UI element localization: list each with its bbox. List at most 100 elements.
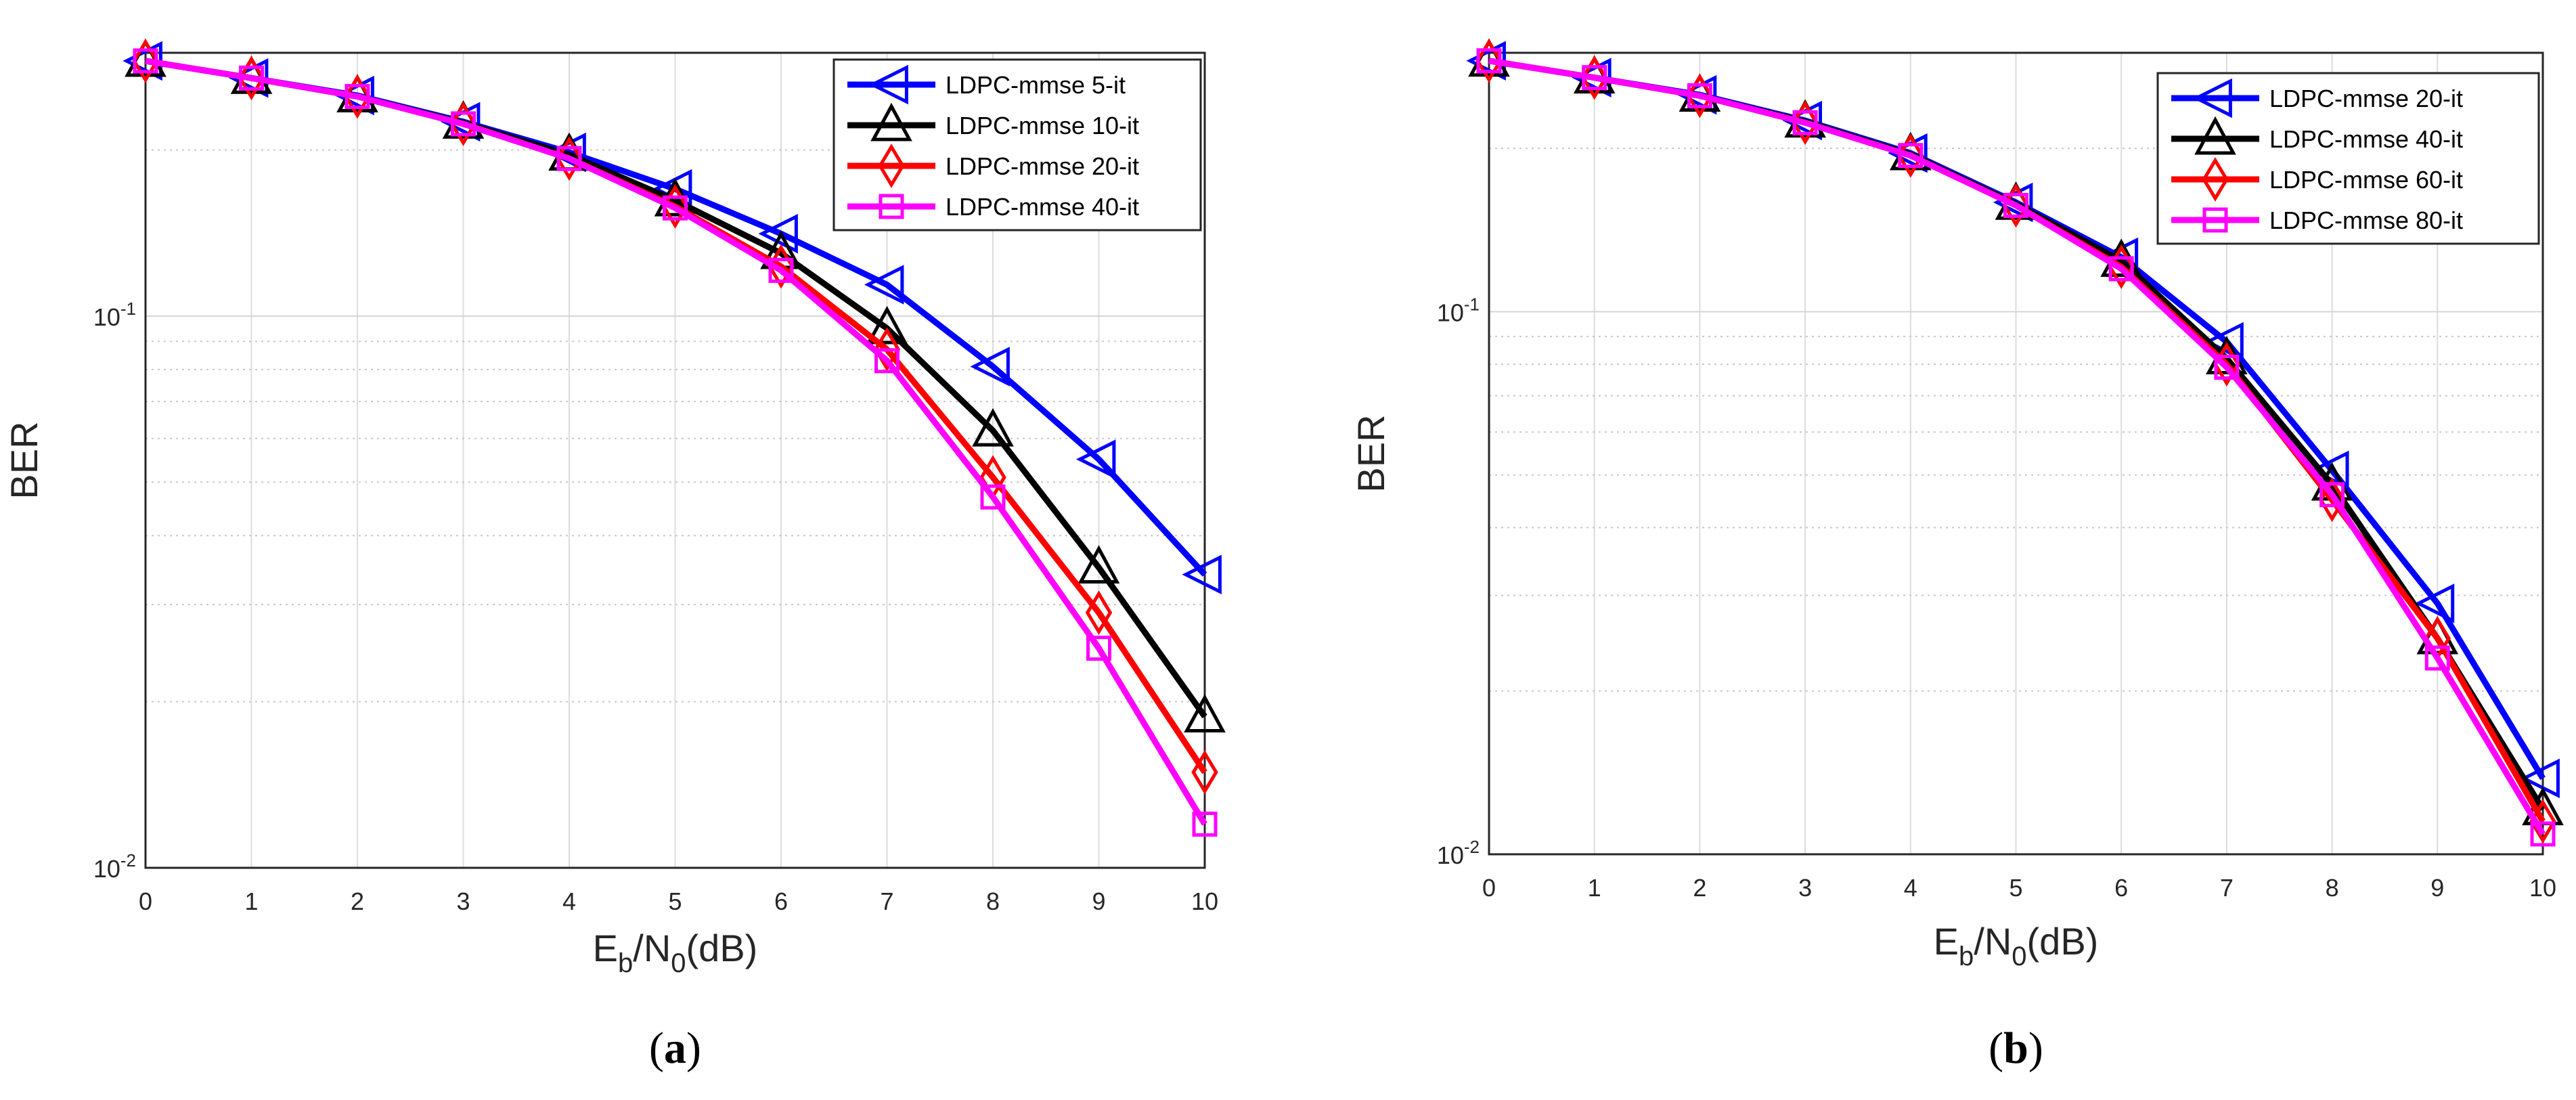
data-point xyxy=(238,56,265,101)
data-point xyxy=(556,146,582,171)
legend-marker xyxy=(2192,78,2232,118)
data-point xyxy=(344,74,371,119)
legend-marker xyxy=(870,102,912,141)
x-tick-label: 10 xyxy=(1191,887,1218,915)
data-point xyxy=(980,484,1006,510)
legend-label: LDPC-mmse 20-it xyxy=(946,152,1139,180)
data-point xyxy=(451,111,476,137)
x-tick-label: 1 xyxy=(1588,874,1601,902)
data-point xyxy=(1687,83,1712,108)
series-4 xyxy=(1476,48,2556,847)
y-axis-label: BER xyxy=(1350,414,1392,492)
legend-box xyxy=(2156,72,2540,245)
x-tick-label: 4 xyxy=(562,887,576,915)
data-point xyxy=(1476,48,1502,74)
x-tick-label: 8 xyxy=(986,887,1000,915)
panel-caption: (a) xyxy=(649,1024,701,1073)
x-tick-label: 0 xyxy=(1482,874,1496,902)
data-point xyxy=(661,184,689,229)
data-point xyxy=(1192,811,1218,837)
x-tick-label: 0 xyxy=(139,887,152,915)
legend-label: LDPC-mmse 10-it xyxy=(946,112,1139,139)
data-point xyxy=(1897,133,1924,178)
x-tick-label: 3 xyxy=(456,887,470,915)
data-point xyxy=(1075,439,1116,479)
y-tick-label: 10-2 xyxy=(93,850,136,883)
legend-marker xyxy=(878,144,905,188)
legend-marker xyxy=(868,64,908,105)
series-line xyxy=(145,58,1207,826)
chart-panel-a: 0 1 2 3 4 5 6 7 8 9 10 10-2 10-1 BER Eb/N0(dB) LDPC-mms… xyxy=(3,38,1226,1073)
data-point xyxy=(2108,244,2135,289)
data-point xyxy=(449,102,477,146)
x-tick-label: 7 xyxy=(2220,874,2234,902)
data-point xyxy=(556,136,583,181)
data-point xyxy=(663,195,688,221)
series-4 xyxy=(133,48,1218,837)
data-point xyxy=(1086,636,1111,661)
data-point xyxy=(758,214,798,254)
data-point xyxy=(2108,256,2134,282)
data-point xyxy=(1792,110,1818,135)
legend-label: LDPC-mmse 20-it xyxy=(2269,85,2463,112)
x-tick-label: 9 xyxy=(1092,887,1105,915)
data-point xyxy=(768,257,794,283)
x-tick-label: 4 xyxy=(1904,874,1917,902)
data-point xyxy=(1898,143,1924,169)
x-axis-label: Eb/N0(dB) xyxy=(1934,920,2099,971)
legend-marker xyxy=(879,194,904,219)
x-tick-label: 6 xyxy=(2114,874,2128,902)
data-point xyxy=(1792,100,1819,146)
data-point xyxy=(239,65,264,91)
x-tick-label: 1 xyxy=(244,887,258,915)
x-tick-label: 7 xyxy=(880,887,893,915)
data-point xyxy=(873,327,901,372)
legend-marker xyxy=(2202,207,2228,233)
data-point xyxy=(2520,758,2560,799)
chart-panel-b: 0 1 2 3 4 5 6 7 8 9 10 10-2 10-1 BER Eb/N0(dB) LDPC-mms… xyxy=(1350,38,2564,1073)
data-point xyxy=(1580,55,1608,100)
data-point xyxy=(1184,694,1226,733)
x-tick-label: 5 xyxy=(668,887,682,915)
x-tick-label: 2 xyxy=(1693,874,1706,902)
legend: LDPC-mmse 20-it LDPC-mmse 40-it LDPC-mmse … xyxy=(2156,72,2540,245)
legend-marker xyxy=(2202,157,2229,202)
x-tick-label: 3 xyxy=(1798,874,1812,902)
legend-label: LDPC-mmse 80-it xyxy=(2269,206,2463,234)
legend-label: LDPC-mmse 5-it xyxy=(946,71,1126,99)
data-point xyxy=(874,348,900,374)
x-tick-label: 8 xyxy=(2326,874,2339,902)
data-point xyxy=(2424,645,2450,671)
data-point xyxy=(866,305,908,345)
data-point xyxy=(2003,192,2028,218)
x-tick-label: 5 xyxy=(2009,874,2022,902)
x-tick-label: 2 xyxy=(351,887,364,915)
data-point xyxy=(345,84,370,110)
data-point xyxy=(132,39,159,83)
data-point xyxy=(1475,38,1503,83)
legend-label: LDPC-mmse 40-it xyxy=(946,193,1139,221)
x-axis-label: Eb/N0(dB) xyxy=(593,927,758,978)
y-tick-label: 10-1 xyxy=(1437,294,1480,326)
data-point xyxy=(1686,73,1714,118)
axes-box xyxy=(1488,51,2544,856)
legend-marker xyxy=(2194,116,2236,155)
data-point xyxy=(2214,354,2240,380)
data-point xyxy=(2530,821,2556,847)
data-point xyxy=(1191,749,1218,795)
x-tick-label: 10 xyxy=(2529,874,2556,902)
data-point xyxy=(2414,584,2455,623)
data-point xyxy=(2529,799,2556,844)
legend-label: LDPC-mmse 60-it xyxy=(2269,166,2463,194)
legend: LDPC-mmse 5-it LDPC-mmse 10-it LDPC-mmse 2… xyxy=(832,58,1202,232)
data-point xyxy=(1078,545,1120,584)
series-line xyxy=(1488,58,2546,836)
legend-box xyxy=(832,58,1202,232)
x-tick-label: 6 xyxy=(774,887,788,915)
axes-box xyxy=(144,51,1206,869)
data-point xyxy=(1182,554,1222,595)
data-point xyxy=(2318,477,2346,523)
data-point xyxy=(2319,482,2345,508)
data-point xyxy=(970,347,1010,387)
